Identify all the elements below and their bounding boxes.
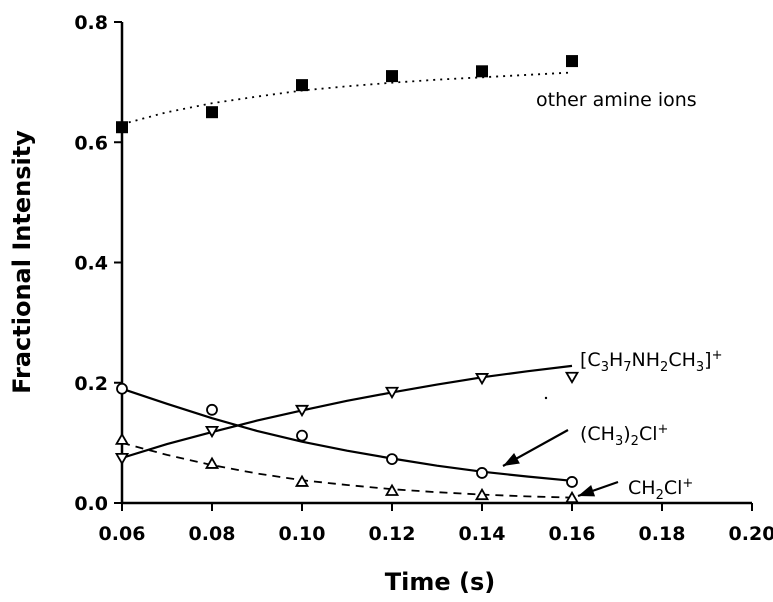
annotation-c3h7-part-9: + xyxy=(712,348,723,363)
x-tick-label-4: 0.14 xyxy=(459,523,506,545)
annotation-c3h7-part-8: ] xyxy=(704,349,711,371)
y-tick-label-4: 0.8 xyxy=(74,12,108,34)
y-tick-label-1: 0.2 xyxy=(74,373,108,395)
marker-s0-p5 xyxy=(566,55,578,68)
y-tick-label-2: 0.4 xyxy=(74,253,108,275)
x-tick-label-7: 0.20 xyxy=(729,523,773,545)
annotation-c3h7-part-2: H xyxy=(609,349,623,371)
annotation-ch32cl-part-4: Cl xyxy=(639,423,658,445)
annotation-c3h7-part-1: 3 xyxy=(601,360,609,375)
annotation-ch32cl-part-1: 3 xyxy=(615,434,623,449)
annotation-ch2cl-part-3: + xyxy=(682,476,693,491)
marker-s1-p5 xyxy=(564,371,580,385)
fit-curve-0 xyxy=(121,71,573,126)
x-tick-label-1: 0.08 xyxy=(189,523,236,545)
annotation-c3h7-part-5: 2 xyxy=(660,360,668,375)
marker-s2-p1 xyxy=(206,403,218,416)
marker-s3-p4 xyxy=(474,487,490,501)
marker-s2-p3 xyxy=(386,453,398,466)
x-tick-label-2: 0.10 xyxy=(279,523,326,545)
marker-s0-p0 xyxy=(116,121,128,134)
annotation-ch2cl-part-0: CH xyxy=(628,477,656,499)
y-axis-title: Fractional Intensity xyxy=(8,130,36,394)
marker-s0-p2 xyxy=(296,79,308,92)
marker-s3-p2 xyxy=(294,474,310,487)
fit-curve-3 xyxy=(121,442,573,499)
marker-s2-p2 xyxy=(296,429,308,442)
marker-s0-p1 xyxy=(206,106,218,119)
marker-s1-p4 xyxy=(474,373,490,386)
annotation-ch32cl-part-5: + xyxy=(658,422,669,437)
fit-curve-2 xyxy=(121,387,573,482)
y-tick-label-0: 0.0 xyxy=(74,493,108,515)
annotation-c3h7: [C3H7NH2CH3]+ xyxy=(580,348,723,375)
annotation-c3h7-part-7: 3 xyxy=(696,360,704,375)
stray-dot xyxy=(544,396,548,400)
x-tick-label-6: 0.18 xyxy=(639,523,686,545)
marker-s1-p1 xyxy=(204,425,220,439)
arrow-ch2cl-head xyxy=(578,485,596,497)
axes: 0.06 0.08 0.10 0.12 0.14 0.16 0.18 0.20 0.0 0.2 0.… xyxy=(74,12,773,545)
marker-s0-p3 xyxy=(386,70,398,83)
marker-s3-p5 xyxy=(564,490,580,504)
x-tick-label-3: 0.12 xyxy=(369,523,416,545)
marker-s2-p0 xyxy=(116,382,128,395)
annotation-ch2cl: CH2Cl+ xyxy=(628,476,693,503)
marker-s0-p4 xyxy=(476,65,488,78)
annotation-ch32cl-part-0: (CH xyxy=(580,423,615,445)
fit-curve-1 xyxy=(121,364,573,459)
arrow-ch2cl xyxy=(577,480,619,498)
annotation-c3h7-part-6: CH xyxy=(668,349,696,371)
annotation-ch32cl: (CH3)2Cl+ xyxy=(580,422,668,449)
annotation-c3h7-part-0: [C xyxy=(580,349,601,371)
marker-s3-p1 xyxy=(204,456,220,469)
y-tick-label-3: 0.6 xyxy=(74,132,108,154)
fit-curves xyxy=(121,71,573,499)
arrow-ch32cl xyxy=(502,429,569,467)
x-axis-title: Time (s) xyxy=(385,568,495,596)
annotation-ch2cl-part-2: Cl xyxy=(664,477,683,499)
arrow-ch32cl-head xyxy=(503,452,520,466)
annotation-other: other amine ions xyxy=(536,89,697,111)
x-tick-label-0: 0.06 xyxy=(99,523,146,545)
annotation-c3h7-part-4: NH xyxy=(632,349,661,371)
annotation-ch32cl-part-3: 2 xyxy=(631,434,639,449)
marker-s3-p0 xyxy=(114,432,130,445)
annotation-ch2cl-part-1: 2 xyxy=(656,488,664,503)
marker-s1-p2 xyxy=(294,404,310,418)
marker-s2-p5 xyxy=(566,476,578,488)
annotations: other amine ions[C3H7NH2CH3]+(CH3)2Cl+CH… xyxy=(502,89,723,503)
data-markers xyxy=(114,55,580,504)
marker-s3-p3 xyxy=(384,483,400,496)
annotation-ch32cl-part-2: ) xyxy=(623,423,630,445)
marker-s2-p4 xyxy=(476,467,488,479)
marker-s1-p3 xyxy=(384,386,400,400)
x-tick-label-5: 0.16 xyxy=(549,523,596,545)
marker-s1-p0 xyxy=(114,453,130,466)
annotation-c3h7-part-3: 7 xyxy=(623,360,631,375)
